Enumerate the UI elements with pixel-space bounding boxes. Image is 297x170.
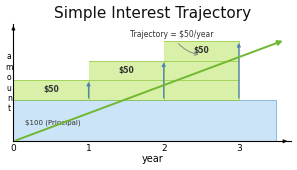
Text: $50: $50 <box>193 46 209 55</box>
Bar <box>13 80 89 100</box>
X-axis label: year: year <box>142 154 163 164</box>
Title: Simple Interest Trajectory: Simple Interest Trajectory <box>54 6 251 21</box>
Text: $50: $50 <box>118 66 134 75</box>
Text: Trajectory = $50/year: Trajectory = $50/year <box>130 30 213 55</box>
Y-axis label: a
m
o
u
n
t: a m o u n t <box>6 52 13 113</box>
Text: $100 (Principal): $100 (Principal) <box>25 119 80 126</box>
Bar <box>89 61 164 100</box>
Text: $50: $50 <box>43 85 59 94</box>
Bar <box>164 41 239 100</box>
Bar <box>13 100 277 141</box>
